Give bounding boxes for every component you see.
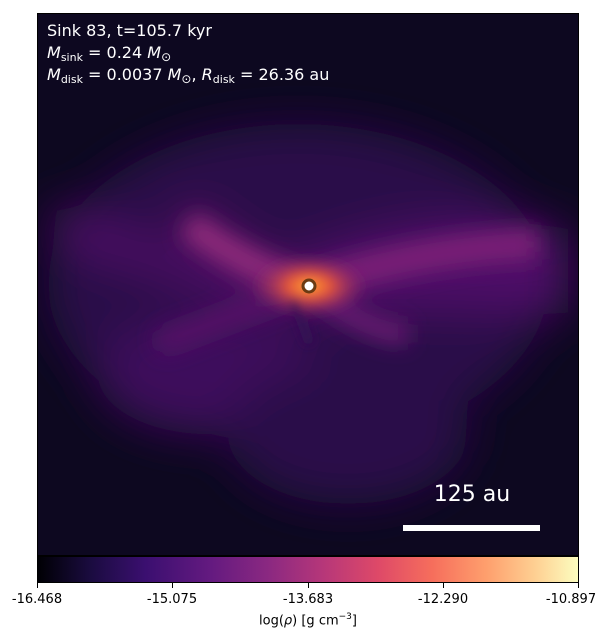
colorbar-tick <box>308 583 309 588</box>
colorbar-tick <box>172 583 173 588</box>
colorbar-tick-label: -13.683 <box>282 592 334 607</box>
colorbar-tick-label: -12.290 <box>417 592 469 607</box>
colorbar-label-rho: ρ <box>283 613 293 629</box>
scalebar-label: 125 au <box>433 482 511 507</box>
colorbar-label-suffix: ] <box>351 613 357 629</box>
colorbar-tick <box>578 583 579 588</box>
colorbar-tick <box>37 583 38 588</box>
separator: , <box>191 65 202 84</box>
sink-mass-symbol: M <box>47 43 61 62</box>
sun-symbol: ⊙ <box>181 72 192 86</box>
colorbar-label-mid: ) [g cm <box>292 613 339 629</box>
sink-marker <box>301 278 317 294</box>
disk-radius-subscript: disk <box>212 73 235 86</box>
scalebar <box>403 525 540 531</box>
colorbar-label: log(ρ) [g cm−3] <box>37 612 579 628</box>
sink-mass-subscript: sink <box>60 51 83 64</box>
disk-properties-annotation: Mdisk = 0.0037 M⊙, Rdisk = 26.36 au <box>47 65 329 86</box>
colorbar-label-prefix: log( <box>259 613 284 629</box>
colorbar-label-exponent: −3 <box>338 612 352 622</box>
disk-mass-symbol: M <box>47 65 61 84</box>
density-field <box>38 14 578 555</box>
colorbar-tick-label: -10.897 <box>545 592 597 607</box>
sink-title: Sink 83, t=105.7 kyr <box>47 21 212 40</box>
sink-mass-value: = 0.24 <box>82 43 148 62</box>
sink-mass-annotation: Msink = 0.24 M⊙ <box>47 43 171 64</box>
density-map <box>37 13 579 556</box>
colorbar <box>37 556 579 583</box>
disk-radius-symbol: R <box>201 65 213 84</box>
colorbar-tick-label: -16.468 <box>11 592 63 607</box>
disk-mass-unit: M <box>167 65 182 84</box>
disk-mass-subscript: disk <box>60 73 83 86</box>
colorbar-tick-label: -15.075 <box>146 592 198 607</box>
disk-mass-value: = 0.0037 <box>82 65 168 84</box>
disk-radius-value: = 26.36 au <box>234 65 330 84</box>
sink-mass-unit: M <box>147 43 162 62</box>
colorbar-tick <box>443 583 444 588</box>
sun-symbol: ⊙ <box>161 50 172 64</box>
